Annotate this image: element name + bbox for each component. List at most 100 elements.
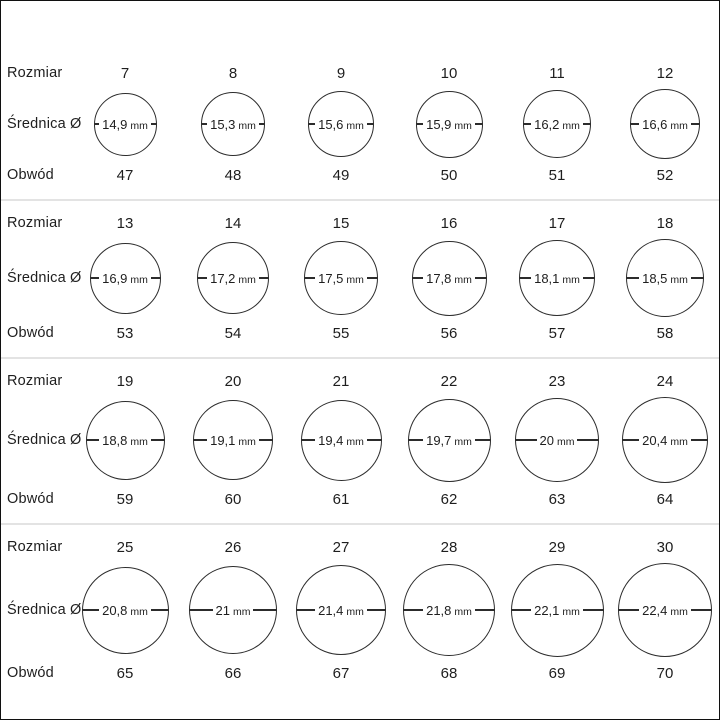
diameter-unit: mm [130,435,148,448]
diameter-label: 20 mm [536,432,578,448]
diameter-cell: 15,6 mm [287,91,395,157]
diameter-label: 20,4 mm [639,432,691,448]
ring-circle: 22,1 mm [510,563,604,657]
diameter-value: 19,1 [210,432,236,448]
diameter-cell: 22,4 mm [611,563,719,657]
circumference-cell: 63 [503,491,611,508]
size-row: Rozmiar 25 26 27 28 29 30 [1,535,719,559]
diameter-value: 20,4 [642,432,668,448]
diameter-label-wrap: 16,9 mm [91,244,160,313]
size-value: 7 [120,64,130,82]
diameter-unit: mm [454,605,472,618]
size-group: Rozmiar 13 14 15 16 17 18 Średnica Ø 16,9 mm 17,2 m… [1,211,719,345]
diameter-label: 18,1 mm [531,270,583,286]
diameter-label-wrap: 21,4 mm [297,566,385,654]
diameter-label: 21,8 mm [423,602,475,618]
ring-circle: 19,7 mm [407,398,491,482]
circumference-value: 52 [656,166,674,184]
diameter-unit: mm [130,605,148,618]
circumference-value: 58 [656,324,674,342]
circumference-value: 47 [116,166,134,184]
diameter-unit: mm [556,435,575,448]
circumference-row: Obwód 47 48 49 50 51 52 [1,163,719,187]
diameter-row: Średnica Ø 20,8 mm 21 mm 21,4 mm 21,8 mm 22,1 mm 22… [1,561,719,659]
diameter-row: Średnica Ø 14,9 mm 15,3 mm 15,6 mm 15,9 mm 16,2 mm… [1,87,719,161]
diameter-unit: mm [346,119,364,132]
diameter-row: Średnica Ø 18,8 mm 19,1 mm 19,4 mm 19,7 mm 20 mm 20… [1,395,719,485]
row-label-circumference: Obwód [7,167,54,183]
diameter-label: 15,9 mm [423,116,475,132]
diameter-label-wrap: 16,2 mm [524,91,590,157]
ring-circle: 17,2 mm [197,242,269,314]
circumference-cell: 48 [179,167,287,184]
size-value: 15 [332,214,350,232]
ring-circle: 20,8 mm [81,566,169,654]
diameter-label: 18,8 mm [99,432,151,448]
diameter-label-wrap: 21 mm [190,567,276,653]
row-label-size: Rozmiar [7,65,63,81]
diameter-cell: 15,9 mm [395,90,503,158]
diameter-label: 21,4 mm [315,602,367,618]
diameter-value: 21 [215,602,230,618]
size-cell: 18 [611,215,719,232]
diameter-label-wrap: 18,1 mm [520,241,594,315]
diameter-label: 14,9 mm [99,116,151,132]
ring-circle: 21,8 mm [403,564,495,656]
diameter-label: 18,5 mm [639,270,691,286]
circumference-value: 57 [548,324,566,342]
diameter-unit: mm [562,273,580,286]
ring-circle: 19,4 mm [300,399,382,481]
circumference-cell: 68 [395,665,503,682]
circumference-value: 69 [548,664,566,682]
diameter-label: 17,2 mm [207,270,259,286]
circumference-value: 53 [116,324,134,342]
row-label-diameter: Średnica Ø [7,270,82,286]
diameter-label-wrap: 21,8 mm [404,565,494,655]
size-cell: 27 [287,539,395,556]
circumference-value: 54 [224,324,242,342]
ring-circle: 17,5 mm [304,241,378,315]
size-value: 14 [224,214,242,232]
circumference-cell: 64 [611,491,719,508]
diameter-value: 15,6 [318,116,344,132]
size-cell: 10 [395,65,503,82]
size-cell: 25 [71,539,179,556]
diameter-label: 21 mm [212,602,254,618]
diameter-label: 16,2 mm [531,116,583,132]
size-cell: 16 [395,215,503,232]
diameter-label: 20,8 mm [99,602,151,618]
circumference-cell: 47 [71,167,179,184]
circumference-value: 55 [332,324,350,342]
diameter-unit: mm [346,435,364,448]
circumference-value: 61 [332,490,350,508]
diameter-cell: 18,5 mm [611,239,719,317]
diameter-unit: mm [346,273,364,286]
size-value: 25 [116,538,134,556]
diameter-cell: 17,2 mm [179,242,287,314]
diameter-label: 19,4 mm [315,432,367,448]
diameter-unit: mm [130,273,148,286]
diameter-cell: 16,2 mm [503,90,611,158]
ring-circle: 18,1 mm [519,240,595,316]
diameter-value: 19,4 [318,432,344,448]
diameter-label-wrap: 15,9 mm [417,92,482,157]
circumference-cell: 60 [179,491,287,508]
diameter-unit: mm [454,119,472,132]
circumference-cell: 52 [611,167,719,184]
ring-circle: 14,9 mm [93,92,157,156]
diameter-cell: 20,4 mm [611,397,719,483]
row-label-size: Rozmiar [7,215,63,231]
diameter-value: 19,7 [426,432,452,448]
size-value: 11 [549,64,565,82]
diameter-unit: mm [562,119,580,132]
circumference-value: 49 [332,166,350,184]
diameter-label: 16,9 mm [99,270,151,286]
diameter-unit: mm [454,273,472,286]
diameter-cell: 16,9 mm [71,242,179,314]
size-cell: 30 [611,539,719,556]
diameter-cell: 21,8 mm [395,564,503,656]
diameter-label: 22,1 mm [531,602,583,618]
diameter-cell: 17,5 mm [287,241,395,315]
diameter-cell: 18,8 mm [71,400,179,480]
diameter-unit: mm [346,605,364,618]
